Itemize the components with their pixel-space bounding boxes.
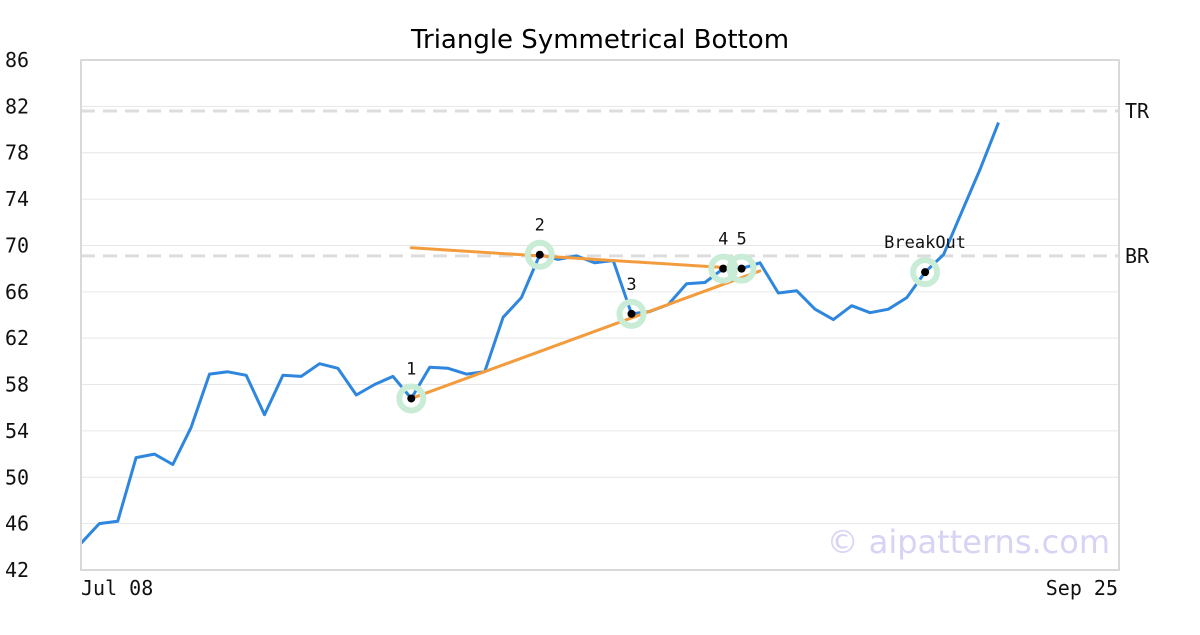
pattern-point-halo: [910, 257, 941, 288]
pattern-point-label: 4: [718, 230, 728, 250]
pattern-point-label: 2: [535, 216, 545, 236]
y-tick-label: 54: [5, 419, 29, 443]
pattern-point: [407, 394, 416, 403]
trendlines: [409, 246, 762, 400]
y-tick-label: 82: [5, 94, 29, 118]
pattern-point: [737, 264, 746, 273]
watermark: © aipatterns.com: [827, 523, 1110, 561]
y-tick-label: 62: [5, 326, 29, 350]
y-tick-label: 58: [5, 373, 29, 397]
price-series: [79, 122, 1000, 545]
y-tick-label: 78: [5, 141, 29, 165]
chart-title: Triangle Symmetrical Bottom: [410, 25, 789, 55]
x-tick-label: Sep 25: [1046, 576, 1118, 600]
pattern-point-label: 1: [406, 359, 416, 379]
pattern-point-label: 5: [736, 230, 746, 250]
pattern-point-halo: [524, 239, 555, 270]
y-tick-label: 50: [5, 465, 29, 489]
y-tick-label: 70: [5, 233, 29, 257]
y-tick-label: 86: [5, 48, 29, 72]
pattern-markers: 1 2 3 4 5 BreakOut: [396, 216, 966, 414]
pattern-point: [921, 268, 930, 277]
x-tick-label: Jul 08: [81, 576, 153, 600]
reference-line-label: TR: [1125, 99, 1150, 123]
reference-lines: TR BR: [81, 99, 1150, 268]
grid: [81, 105, 1119, 525]
y-tick-label: 74: [5, 187, 29, 211]
y-tick-label: 42: [5, 558, 29, 582]
pattern-point: [719, 264, 728, 273]
pattern-point-halo: [396, 383, 427, 414]
trendline: [409, 246, 744, 271]
trendline: [409, 269, 762, 400]
watermark-layer: © aipatterns.com: [827, 523, 1110, 561]
y-tick-label: 46: [5, 512, 29, 536]
pattern-point-halo: [726, 253, 757, 284]
series-line: [79, 122, 1000, 545]
y-tick-label: 66: [5, 280, 29, 304]
pattern-point-label: 3: [626, 275, 636, 295]
reference-line-label: BR: [1125, 244, 1150, 268]
pattern-point-halo: [708, 253, 739, 284]
pattern-point-label: BreakOut: [884, 233, 966, 253]
pattern-point: [627, 309, 636, 318]
pattern-point-halo: [616, 298, 647, 329]
pattern-point: [535, 250, 544, 259]
plot-frame: [80, 59, 1120, 571]
